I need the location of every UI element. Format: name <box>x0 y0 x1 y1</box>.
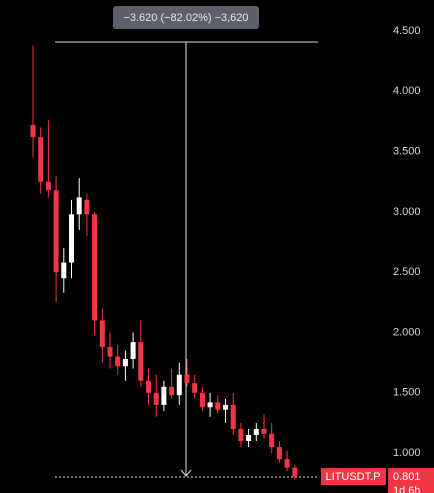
candle-body <box>261 428 267 434</box>
candle-body <box>199 392 205 408</box>
candle-body <box>84 199 90 215</box>
measure-arrow <box>180 469 192 477</box>
candle-body <box>38 137 44 182</box>
candle-body <box>292 467 298 478</box>
candle-body <box>230 404 236 429</box>
candle-body <box>53 190 59 273</box>
candle-body <box>92 214 98 321</box>
candle-body <box>207 402 213 408</box>
candle-body <box>130 342 136 360</box>
candle-body <box>269 433 275 448</box>
candle-body <box>253 428 259 435</box>
candle-body <box>107 346 113 357</box>
candle-body <box>146 380 151 393</box>
candle-body <box>246 434 252 442</box>
candle-body <box>122 359 128 367</box>
candle-body <box>45 181 51 191</box>
candle-body <box>223 404 228 410</box>
candle-body <box>276 447 282 460</box>
measure-label: −3.620 (−82.02%) −3,620 <box>123 12 248 24</box>
y-tick-label: 3.000 <box>393 206 421 218</box>
candle-body <box>30 125 36 138</box>
candle-body <box>215 402 221 410</box>
candle-body <box>184 374 190 384</box>
symbol-tag <box>321 468 386 486</box>
y-tick-label: 4.500 <box>393 25 421 37</box>
candle-body <box>238 428 244 442</box>
y-tick-label: 1.500 <box>393 387 421 399</box>
candle-body <box>99 320 105 347</box>
candle-body <box>76 197 82 215</box>
candle-body <box>61 262 67 279</box>
y-tick-label: 3.500 <box>393 145 421 157</box>
candle-body <box>138 342 144 381</box>
last-price: 0.801 <box>393 471 421 483</box>
measure-box <box>113 6 259 29</box>
price-tag <box>388 468 434 493</box>
candle-body <box>169 386 175 396</box>
y-tick-label: 2.000 <box>393 326 421 338</box>
candle-body <box>284 459 290 468</box>
countdown: 1d 6h <box>393 485 421 493</box>
candle-body <box>176 374 182 396</box>
y-tick-label: 4.000 <box>393 85 421 97</box>
y-tick-label: 2.500 <box>393 266 421 278</box>
candle-body <box>153 392 159 405</box>
candle-body <box>192 383 198 393</box>
candle-body <box>115 356 121 367</box>
y-tick-label: 1.000 <box>393 447 421 459</box>
symbol-label: LITUSDT.P <box>325 471 380 483</box>
candle-body <box>161 386 167 405</box>
candle-body <box>69 214 74 263</box>
